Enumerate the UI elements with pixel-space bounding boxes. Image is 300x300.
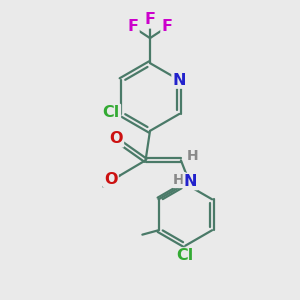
Text: N: N <box>172 73 186 88</box>
Text: N: N <box>184 174 197 189</box>
Text: H: H <box>186 149 198 163</box>
Text: O: O <box>104 172 118 187</box>
Text: F: F <box>145 12 155 27</box>
Text: H: H <box>173 173 185 187</box>
Text: F: F <box>128 20 138 34</box>
Text: Cl: Cl <box>177 248 194 263</box>
Text: Cl: Cl <box>103 105 120 120</box>
Text: O: O <box>110 131 123 146</box>
Text: F: F <box>162 20 172 34</box>
